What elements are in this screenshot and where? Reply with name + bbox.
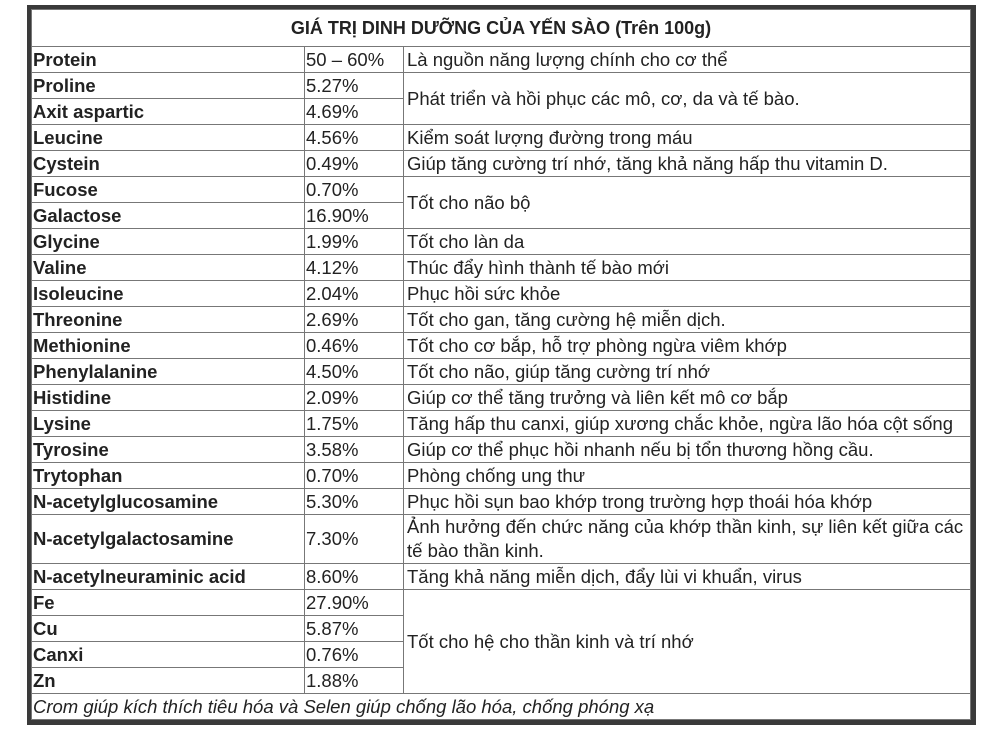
nutrient-value: 0.46% [304,332,404,359]
nutrient-value: 4.69% [304,98,404,125]
table-row: Canxi 0.76% [31,641,971,668]
table-row: Fe 27.90% Tốt cho hệ cho thần kinh và trí … [31,589,971,694]
nutrient-name: Methionine [31,332,305,359]
nutrient-name: Leucine [31,124,305,151]
nutrient-benefit: Tốt cho não bộ [403,176,971,229]
nutrient-value: 7.30% [304,514,404,564]
title-row: GIÁ TRỊ DINH DƯỠNG CỦA YẾN SÀO (Trên 100… [31,9,971,47]
nutrient-benefit: Thúc đẩy hình thành tế bào mới [403,254,971,281]
nutrient-benefit: Tốt cho cơ bắp, hỗ trợ phòng ngừa viêm k… [403,332,971,359]
table-row: Zn 1.88% [31,667,971,694]
table-row: Fucose 0.70% Tốt cho não bộ [31,176,971,229]
table-row: Threonine 2.69% Tốt cho gan, tăng cường hệ… [31,306,971,333]
nutrient-value: 50 – 60% [304,46,404,73]
table-row: Methionine 0.46% Tốt cho cơ bắp, hỗ trợ ph… [31,332,971,359]
table-row: Histidine 2.09% Giúp cơ thể tăng trưởng và… [31,384,971,411]
nutrient-name: Threonine [31,306,305,333]
nutrient-benefit: Là nguồn năng lượng chính cho cơ thể [403,46,971,73]
nutrient-name: Fucose [31,176,305,203]
nutrient-value: 2.09% [304,384,404,411]
nutrient-name: Valine [31,254,305,281]
nutrition-table-frame: GIÁ TRỊ DINH DƯỠNG CỦA YẾN SÀO (Trên 100… [27,5,976,725]
nutrient-value: 16.90% [304,202,404,229]
nutrient-value: 5.27% [304,72,404,99]
table-row: Trytophan 0.70% Phòng chống ung thư [31,462,971,489]
nutrient-name: Zn [31,667,305,694]
nutrient-value: 2.04% [304,280,404,307]
nutrient-name: Trytophan [31,462,305,489]
nutrient-benefit: Ảnh hưởng đến chức năng của khớp thần ki… [403,514,971,564]
nutrient-value: 0.49% [304,150,404,177]
nutrient-benefit: Phát triển và hồi phục các mô, cơ, da và… [403,72,971,125]
nutrient-name: Isoleucine [31,280,305,307]
nutrient-name: Cystein [31,150,305,177]
nutrient-name: Fe [31,589,305,616]
nutrient-name: Cu [31,615,305,642]
table-row: Leucine 4.56% Kiểm soát lượng đường trong … [31,124,971,151]
table-row: Lysine 1.75% Tăng hấp thu canxi, giúp xươn… [31,410,971,437]
nutrient-name: Glycine [31,228,305,255]
nutrient-benefit: Tốt cho não, giúp tăng cường trí nhớ [403,358,971,385]
table-body: Protein 50 – 60% Là nguồn năng lượng chính… [31,46,971,694]
nutrient-name: Lysine [31,410,305,437]
nutrient-benefit: Phòng chống ung thư [403,462,971,489]
nutrient-benefit: Phục hồi sụn bao khớp trong trường hợp t… [403,488,971,515]
nutrient-value: 2.69% [304,306,404,333]
nutrient-name: N-acetylgalactosamine [31,514,305,564]
table-row: Glycine 1.99% Tốt cho làn da [31,228,971,255]
table-row: N-acetylglucosamine 5.30% Phục hồi sụn bao… [31,488,971,515]
table-row: Cystein 0.49% Giúp tăng cường trí nhớ, tăn… [31,150,971,177]
table-row: Isoleucine 2.04% Phục hồi sức khỏe [31,280,971,307]
table-title: GIÁ TRỊ DINH DƯỠNG CỦA YẾN SÀO (Trên 100… [31,9,971,47]
nutrient-benefit: Tốt cho gan, tăng cường hệ miễn dịch. [403,306,971,333]
nutrient-value: 5.30% [304,488,404,515]
nutrient-value: 3.58% [304,436,404,463]
table-row: Axit aspartic 4.69% [31,98,971,125]
nutrient-name: Canxi [31,641,305,668]
table-row: Cu 5.87% [31,615,971,642]
nutrient-name: Proline [31,72,305,99]
nutrient-value: 8.60% [304,563,404,590]
nutrient-value: 4.56% [304,124,404,151]
table-row: N-acetylneuraminic acid 8.60% Tăng khả năn… [31,563,971,590]
nutrient-name: N-acetylglucosamine [31,488,305,515]
footer-row: Crom giúp kích thích tiêu hóa và Selen g… [31,693,971,720]
table-footer-note: Crom giúp kích thích tiêu hóa và Selen g… [31,693,971,720]
nutrient-benefit: Giúp cơ thể phục hồi nhanh nếu bị tổn th… [403,436,971,463]
nutrition-table: GIÁ TRỊ DINH DƯỠNG CỦA YẾN SÀO (Trên 100… [31,9,971,720]
table-row: Valine 4.12% Thúc đẩy hình thành tế bào mớ… [31,254,971,281]
nutrient-value: 0.76% [304,641,404,668]
table-row: Phenylalanine 4.50% Tốt cho não, giúp tăng… [31,358,971,385]
nutrient-benefit: Tăng khả năng miễn dịch, đẩy lùi vi khuẩ… [403,563,971,590]
nutrient-name: N-acetylneuraminic acid [31,563,305,590]
nutrient-benefit: Kiểm soát lượng đường trong máu [403,124,971,151]
nutrient-name: Axit aspartic [31,98,305,125]
nutrient-value: 5.87% [304,615,404,642]
nutrient-name: Protein [31,46,305,73]
nutrient-name: Phenylalanine [31,358,305,385]
nutrient-benefit: Tốt cho hệ cho thần kinh và trí nhớ [403,589,971,694]
table-row: N-acetylgalactosamine 7.30% Ảnh hưởng đến … [31,514,971,564]
nutrient-value: 1.75% [304,410,404,437]
table-row: Tyrosine 3.58% Giúp cơ thể phục hồi nhanh … [31,436,971,463]
nutrient-value: 4.12% [304,254,404,281]
nutrient-benefit: Tốt cho làn da [403,228,971,255]
nutrient-value: 0.70% [304,176,404,203]
nutrient-name: Histidine [31,384,305,411]
nutrient-value: 1.99% [304,228,404,255]
nutrient-benefit: Tăng hấp thu canxi, giúp xương chắc khỏe… [403,410,971,437]
nutrient-benefit: Phục hồi sức khỏe [403,280,971,307]
nutrient-benefit: Giúp tăng cường trí nhớ, tăng khả năng h… [403,150,971,177]
table-row: Protein 50 – 60% Là nguồn năng lượng chính… [31,46,971,73]
table-row: Proline 5.27% Phát triển và hồi phục các m… [31,72,971,125]
nutrient-value: 1.88% [304,667,404,694]
nutrient-value: 27.90% [304,589,404,616]
nutrient-benefit: Giúp cơ thể tăng trưởng và liên kết mô c… [403,384,971,411]
nutrient-name: Galactose [31,202,305,229]
nutrient-value: 0.70% [304,462,404,489]
nutrient-value: 4.50% [304,358,404,385]
nutrient-name: Tyrosine [31,436,305,463]
